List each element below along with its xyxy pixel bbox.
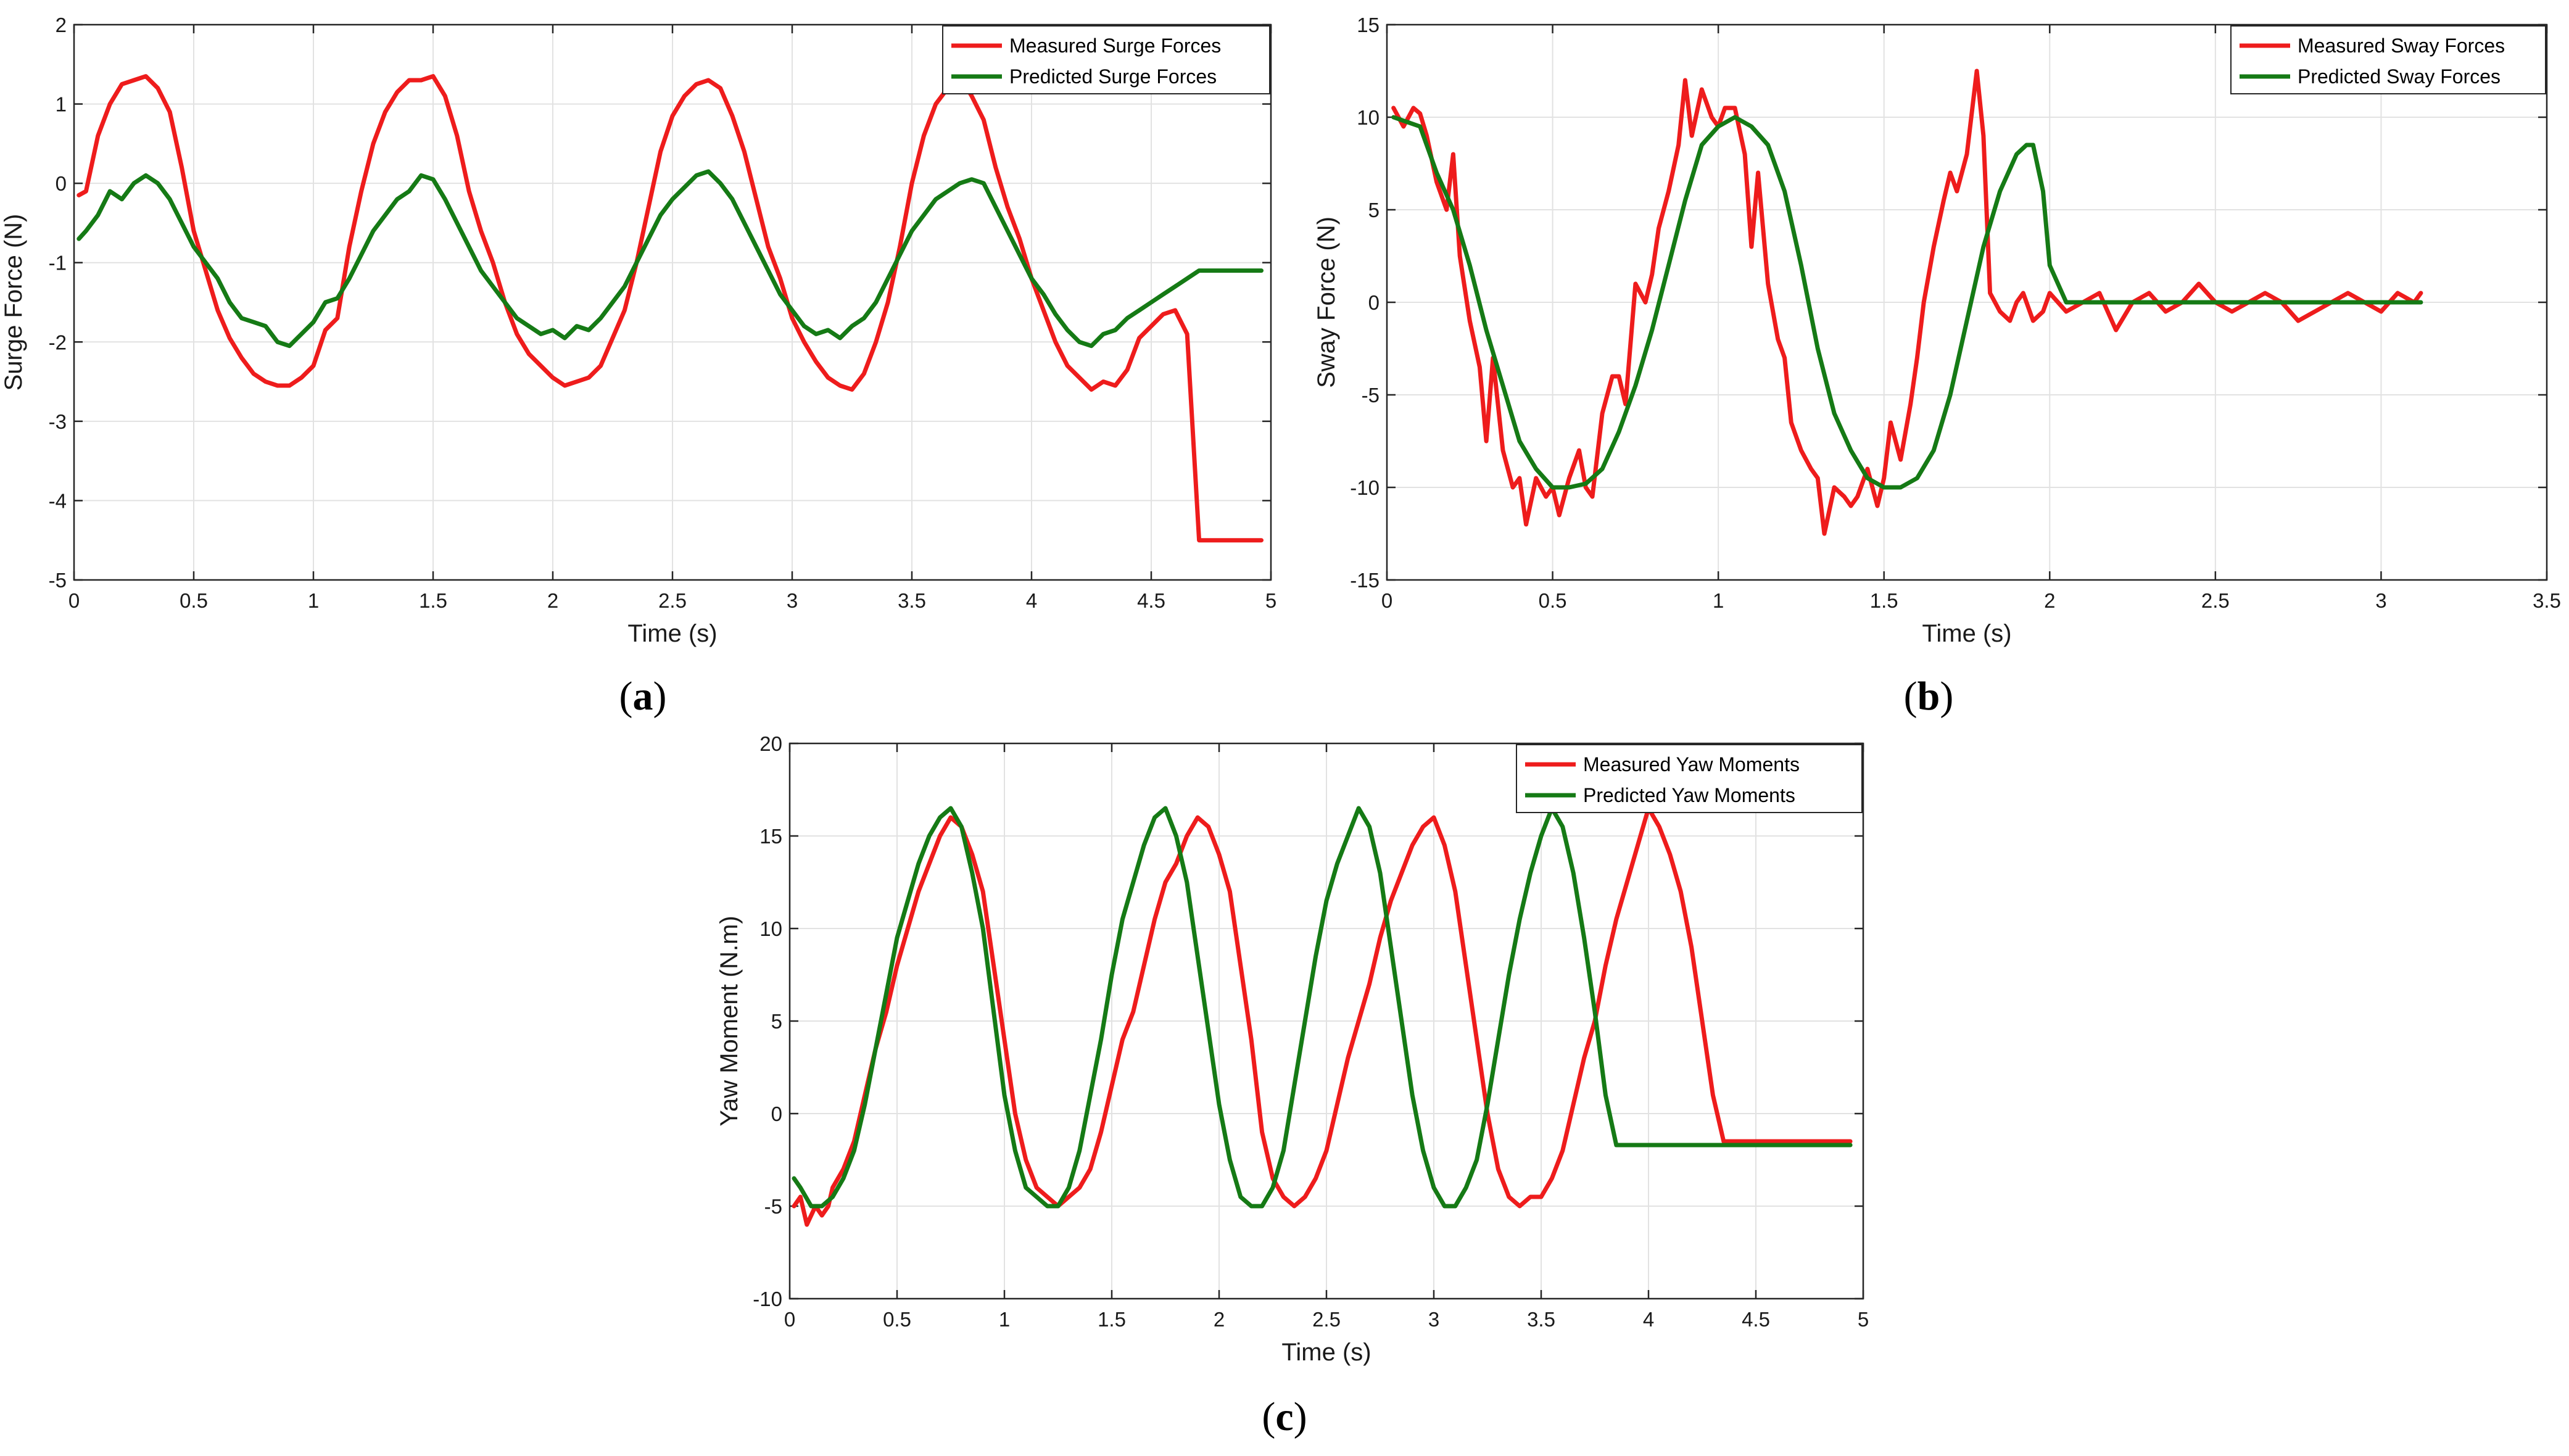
- x-axis-label: Time (s): [627, 620, 717, 647]
- y-tick-label: -15: [1350, 569, 1380, 592]
- panel-a-surge-force: 0 0.5 1 1.5 2 2.5 3 3.5 4 4.5 5 -5 -4 -3 -2 -1 0 1 2 Time (…: [0, 14, 1276, 719]
- legend: Measured Sway Forces Predicted Sway Force…: [2230, 25, 2546, 94]
- x-tick-label: 4: [1026, 589, 1037, 612]
- x-tick-label: 3.5: [1527, 1308, 1555, 1331]
- x-tick-label: 2: [1214, 1308, 1225, 1331]
- legend-entry-label: Predicted Surge Forces: [1009, 65, 1217, 88]
- x-tick-label: 4.5: [1137, 589, 1165, 612]
- series-line-measured-sway-forces: [1391, 68, 2423, 536]
- series-line-measured-yaw-moments: [792, 806, 1853, 1227]
- y-tick-label: 5: [771, 1010, 782, 1033]
- x-tick-label: 3: [787, 589, 798, 612]
- x-axis-label: Time (s): [1922, 620, 2011, 647]
- y-axis-label: Surge Force (N): [0, 214, 27, 391]
- x-tick-label: 2: [2044, 589, 2055, 612]
- x-tick-label: 2.5: [658, 589, 687, 612]
- y-tick-label: -5: [764, 1195, 782, 1218]
- y-tick-label: 2: [56, 14, 67, 36]
- y-axis-label: Sway Force (N): [1313, 217, 1340, 388]
- x-tick-label: 3.5: [2533, 589, 2561, 612]
- series-group: [792, 806, 1853, 1227]
- x-tick-label: 1: [999, 1308, 1010, 1331]
- y-tick-label: 15: [759, 825, 782, 848]
- legend: Measured Surge Forces Predicted Surge For…: [942, 25, 1270, 94]
- y-tick-label: -5: [49, 569, 67, 592]
- y-tick-label: -10: [753, 1288, 782, 1310]
- y-axis-label: Yaw Moment (N.m): [716, 916, 743, 1127]
- x-tick-label: 0: [1381, 589, 1392, 612]
- x-tick-label: 2: [547, 589, 558, 612]
- x-tick-label: 1.5: [1870, 589, 1898, 612]
- series-line-measured-surge-forces: [77, 74, 1264, 543]
- legend-box: [1516, 744, 1863, 813]
- y-tick-label: 20: [759, 732, 782, 755]
- plot-frame: [73, 23, 1272, 581]
- x-tick-label: 0: [68, 589, 80, 612]
- y-tick-label: 10: [759, 917, 782, 940]
- series-group: [77, 74, 1264, 543]
- x-tick-label: 1.5: [1098, 1308, 1126, 1331]
- x-tick-label: 0.5: [1539, 589, 1567, 612]
- x-tick-label: 3.5: [898, 589, 926, 612]
- y-tick-label: -1: [49, 252, 67, 275]
- legend-box: [2230, 25, 2546, 94]
- x-tick-label: 5: [1858, 1308, 1869, 1331]
- x-tick-label: 4: [1643, 1308, 1654, 1331]
- x-tick-label: 3: [2375, 589, 2386, 612]
- x-tick-label: 1: [1713, 589, 1724, 612]
- y-tick-label: 1: [56, 93, 67, 116]
- legend-entry-label: Measured Sway Forces: [2298, 35, 2505, 57]
- x-tick-label: 5: [1265, 589, 1276, 612]
- y-tick-label: -5: [1362, 384, 1380, 407]
- legend: Measured Yaw Moments Predicted Yaw Moment…: [1516, 744, 1863, 813]
- y-tick-label: -4: [49, 489, 67, 512]
- legend-entry-label: Predicted Yaw Moments: [1583, 784, 1795, 806]
- x-tick-label: 3: [1428, 1308, 1439, 1331]
- panel-c-yaw-moment: 0 0.5 1 1.5 2 2.5 3 3.5 4 4.5 5 -10 -5 0 5 10 15 20 Time (…: [716, 732, 1869, 1439]
- plot-frame: [1386, 23, 2548, 581]
- y-tick-label: 5: [1368, 199, 1380, 221]
- x-tick-label: 0.5: [883, 1308, 911, 1331]
- x-tick-label: 0.5: [180, 589, 208, 612]
- y-tick-label: 0: [771, 1102, 782, 1125]
- legend-entry-label: Measured Surge Forces: [1009, 35, 1221, 57]
- series-line-predicted-yaw-moments: [792, 806, 1853, 1209]
- y-tick-label: 0: [1368, 291, 1380, 314]
- panel-caption: (a): [619, 674, 667, 719]
- x-tick-label: 2.5: [1312, 1308, 1341, 1331]
- y-tick-label: -10: [1350, 476, 1380, 499]
- panel-caption: (b): [1904, 674, 1954, 719]
- legend-entry-label: Predicted Sway Forces: [2298, 65, 2501, 88]
- x-tick-label: 1.5: [419, 589, 447, 612]
- x-tick-label: 2.5: [2201, 589, 2230, 612]
- x-axis-label: Time (s): [1281, 1339, 1371, 1366]
- series-line-predicted-sway-forces: [1391, 115, 2423, 490]
- y-tick-label: -3: [49, 410, 67, 433]
- y-tick-label: 15: [1357, 14, 1380, 36]
- series-group: [1391, 68, 2423, 536]
- y-tick-label: 0: [56, 172, 67, 195]
- x-tick-label: 0: [784, 1308, 795, 1331]
- panel-caption: (c): [1262, 1394, 1307, 1439]
- legend-box: [942, 25, 1270, 94]
- plot-frame: [788, 742, 1864, 1300]
- legend-entry-label: Measured Yaw Moments: [1583, 753, 1800, 776]
- x-tick-label: 1: [308, 589, 319, 612]
- panel-b-sway-force: 0 0.5 1 1.5 2 2.5 3 3.5 -15 -10 -5 0 5 10 15 Time (s) Sw…: [1313, 14, 2561, 719]
- y-tick-label: 10: [1357, 106, 1380, 129]
- x-tick-label: 4.5: [1742, 1308, 1770, 1331]
- series-line-predicted-surge-forces: [77, 169, 1264, 349]
- y-tick-label: -2: [49, 331, 67, 354]
